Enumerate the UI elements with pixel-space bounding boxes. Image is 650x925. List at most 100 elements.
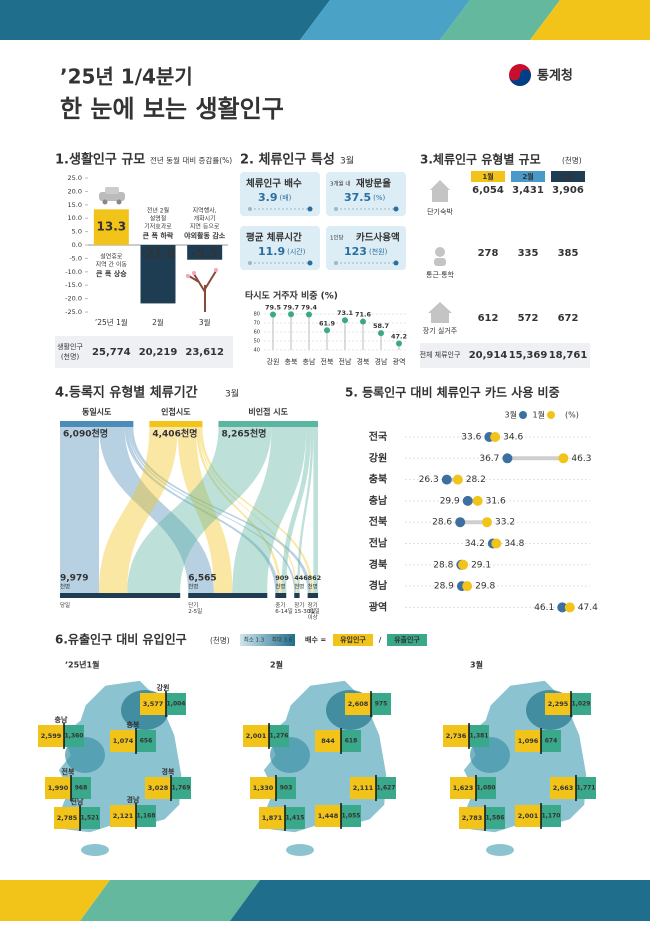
card-value: 123 (천원) <box>344 245 388 258</box>
value-label: 29.9 <box>440 496 460 506</box>
cell-value: 612 <box>478 313 499 324</box>
target-value: 909 <box>275 574 289 582</box>
inflow-value: 2,001 <box>518 812 539 820</box>
value: 11.9 <box>258 245 285 258</box>
source-name: 동일시도 <box>82 407 112 417</box>
region-name: 경남 <box>127 795 140 804</box>
outflow-value: 1,004 <box>167 701 186 708</box>
table-row-bg <box>55 336 233 368</box>
y-tick-label: 70 <box>254 321 260 327</box>
inflow-box <box>345 693 371 715</box>
dot <box>472 495 483 506</box>
source-value: 8,265천명 <box>221 428 266 440</box>
region-name: 전남 <box>71 797 84 806</box>
value-label: 13.3 <box>97 220 127 234</box>
target-name: 단기 2-5일 <box>188 601 202 615</box>
row-label: 단기숙박 <box>427 207 453 216</box>
column-header: 3월 <box>562 172 573 181</box>
inflow-value: 2,736 <box>446 732 467 740</box>
outflow-value: 1,170 <box>542 813 561 820</box>
flow <box>124 427 279 593</box>
x-tick-label: 경북 <box>357 357 370 366</box>
flow <box>129 427 311 593</box>
target-unit: 천명 <box>60 583 70 591</box>
value-label: 34.6 <box>503 433 523 443</box>
outflow-value: 1,521 <box>81 815 100 822</box>
card-deco <box>334 261 338 265</box>
column-badge <box>511 171 545 182</box>
card <box>240 172 320 216</box>
target-value: 6,565 <box>188 574 216 584</box>
value-label: 58.7 <box>373 322 389 330</box>
value-label: -5.5 <box>192 247 218 261</box>
inflow-value: 1,623 <box>453 784 474 792</box>
outflow-value: 1,381 <box>470 733 489 740</box>
inflow-box <box>350 777 376 799</box>
dot <box>491 538 502 549</box>
formula-text: / <box>379 636 382 644</box>
inflow-value: 3,577 <box>143 700 164 708</box>
card-deco <box>248 207 252 211</box>
x-tick-label: 전북 <box>321 357 334 366</box>
category-label: 전북 <box>369 515 387 528</box>
map-label: ’25년1월 <box>65 660 99 670</box>
value-label: -21.8 <box>141 247 176 261</box>
inflow-value: 1,096 <box>518 737 539 745</box>
source-value: 6,090천명 <box>63 428 108 440</box>
map-label: 3월 <box>470 660 483 670</box>
target-unit: 천명 <box>188 583 198 591</box>
dot <box>462 495 473 506</box>
target-value: 862 <box>308 574 322 582</box>
section-title: 6.유출인구 대비 유입인구 <box>55 632 187 647</box>
table-value: 25,774 <box>92 347 131 358</box>
category-label: 충남 <box>369 494 388 507</box>
scale-max: 최대 3.6 <box>272 636 293 644</box>
value-label: 28.8 <box>433 560 453 570</box>
value-label: 28.6 <box>432 518 452 528</box>
scale-bar <box>240 634 295 646</box>
outflow-value: 1,769 <box>172 785 191 792</box>
cell-value: 385 <box>558 248 579 259</box>
outflow-value: 1,055 <box>342 813 361 820</box>
outflow-box <box>476 777 496 799</box>
section-unit: (천명) <box>210 635 230 645</box>
formula-text: 유입인구 <box>340 635 366 644</box>
inflow-box <box>140 693 166 715</box>
y-tick-label: 40 <box>254 348 260 354</box>
target-name: 장기 15-30일 <box>294 601 315 615</box>
card-label: 재방문율 <box>356 178 391 190</box>
y-tick-label: 80 <box>254 312 260 318</box>
source-value: 4,406천명 <box>152 428 197 440</box>
y-tick-label: 60 <box>254 330 260 336</box>
table-value: 23,612 <box>185 347 224 358</box>
table-value: 20,219 <box>139 347 178 358</box>
annotation: 지연 등으로 <box>190 223 220 231</box>
outflow-value: 1,168 <box>137 813 156 820</box>
flow <box>281 427 312 593</box>
text-line: 당일 <box>60 601 70 609</box>
inflow-swatch <box>333 634 373 646</box>
annotation: 설명절 <box>150 215 167 223</box>
column-header: 1월 <box>482 172 493 181</box>
card-label: 평균 체류시간 <box>246 232 302 244</box>
inflow-value: 1,330 <box>253 784 274 792</box>
outflow-value: 1,586 <box>486 815 505 822</box>
x-tick-label: 충남 <box>303 357 316 366</box>
section-title: 2. 체류인구 특성 <box>240 152 335 168</box>
outflow-value: 1,080 <box>477 785 496 792</box>
outflow-box <box>171 777 191 799</box>
x-tick-label: 광역 <box>393 357 406 366</box>
row-label: 장기 실거주 <box>423 326 458 335</box>
value-label: 29.1 <box>471 560 491 570</box>
target-unit: 천명 <box>294 583 304 591</box>
map-jeju <box>81 844 109 856</box>
annotation: 개화시기 <box>194 215 216 223</box>
outflow-value: 656 <box>140 738 153 745</box>
outflow-box <box>469 725 489 747</box>
annotation: 전년 2월 <box>147 207 169 215</box>
dot <box>324 327 330 334</box>
text-line: 31일 <box>308 607 322 615</box>
flow <box>313 427 318 593</box>
card-value: 11.9 (시간) <box>258 245 306 258</box>
y-tick-label: -15.0 <box>65 281 82 289</box>
